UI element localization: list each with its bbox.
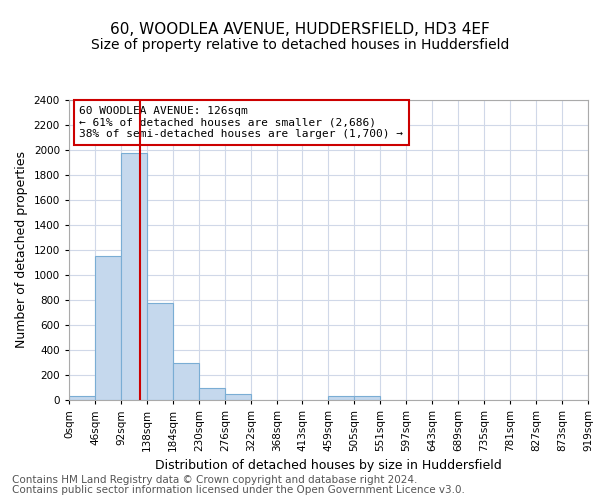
Bar xyxy=(121,152,147,400)
Bar xyxy=(199,388,225,400)
Text: 60 WOODLEA AVENUE: 126sqm
← 61% of detached houses are smaller (2,686)
38% of se: 60 WOODLEA AVENUE: 126sqm ← 61% of detac… xyxy=(79,106,403,139)
X-axis label: Distribution of detached houses by size in Huddersfield: Distribution of detached houses by size … xyxy=(155,460,502,472)
Bar xyxy=(328,396,354,400)
Bar xyxy=(147,303,173,400)
Text: Contains HM Land Registry data © Crown copyright and database right 2024.: Contains HM Land Registry data © Crown c… xyxy=(12,475,418,485)
Y-axis label: Number of detached properties: Number of detached properties xyxy=(15,152,28,348)
Text: Size of property relative to detached houses in Huddersfield: Size of property relative to detached ho… xyxy=(91,38,509,52)
Bar xyxy=(225,394,251,400)
Bar xyxy=(69,396,95,400)
Text: 60, WOODLEA AVENUE, HUDDERSFIELD, HD3 4EF: 60, WOODLEA AVENUE, HUDDERSFIELD, HD3 4E… xyxy=(110,22,490,38)
Bar xyxy=(173,362,199,400)
Bar xyxy=(95,256,121,400)
Text: Contains public sector information licensed under the Open Government Licence v3: Contains public sector information licen… xyxy=(12,485,465,495)
Bar xyxy=(354,396,380,400)
